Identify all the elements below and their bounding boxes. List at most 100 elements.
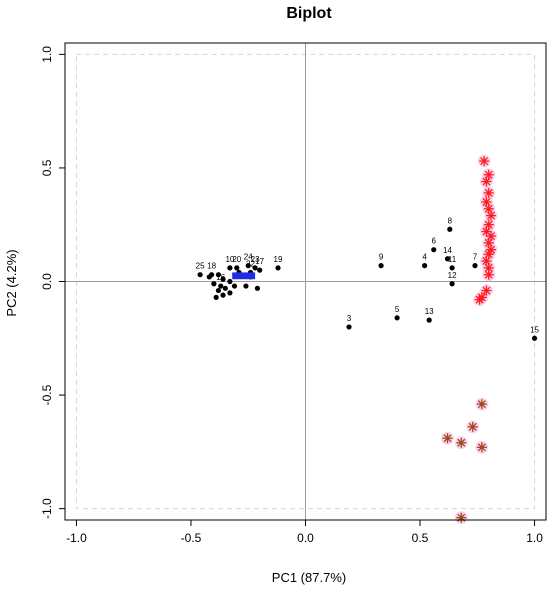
variable-star <box>479 156 490 167</box>
observation-point <box>245 263 251 269</box>
star-stroke <box>482 227 491 236</box>
x-tick-label: 0.0 <box>297 531 314 545</box>
star-stroke <box>477 443 486 452</box>
star-stroke <box>443 434 452 443</box>
y-tick-label: -1.0 <box>40 498 54 519</box>
star-stroke <box>487 211 496 220</box>
variable-star <box>481 197 492 207</box>
variable-star <box>456 437 467 448</box>
observation-label: 8 <box>448 216 453 225</box>
observation-label: 7 <box>473 253 478 262</box>
star-stroke <box>457 438 466 447</box>
observation-point <box>197 272 203 278</box>
observation-label: 11 <box>448 255 457 264</box>
variable-star <box>481 176 492 187</box>
observation-point <box>220 292 226 298</box>
grid-layer <box>65 43 546 520</box>
centroid-marker <box>232 272 256 280</box>
observation-label: 9 <box>379 253 384 262</box>
variable-star <box>481 285 492 296</box>
observation-point <box>275 265 281 271</box>
variable-star <box>483 187 494 198</box>
star-stroke <box>484 188 493 197</box>
observation-label: 6 <box>432 237 437 246</box>
observation-point <box>346 324 352 330</box>
observation-label: 24 <box>244 253 253 262</box>
observation-label: 22 <box>246 259 255 268</box>
y-tick-label: 1.0 <box>40 46 54 63</box>
star-stroke <box>468 422 477 431</box>
star-stroke <box>482 198 491 206</box>
observation-point <box>257 267 263 273</box>
observation-point <box>215 272 222 278</box>
observation-point <box>394 315 400 321</box>
y-tick-label: 0.5 <box>40 159 54 176</box>
observation-point <box>211 281 217 287</box>
chart-title: Biplot <box>286 5 332 22</box>
variable-star <box>483 169 494 180</box>
observation-point <box>426 317 432 323</box>
star-stroke <box>484 238 493 247</box>
observation-point <box>222 285 228 291</box>
y-tick-label: 0.0 <box>40 273 54 290</box>
observation-point <box>234 265 240 271</box>
x-axis-label: PC1 (87.7%) <box>272 570 346 585</box>
star-stroke <box>484 204 493 213</box>
observation-point <box>227 290 233 296</box>
observation-point <box>213 294 219 300</box>
variable-star <box>476 442 487 453</box>
observation-point <box>243 283 249 289</box>
variable-star <box>486 210 497 221</box>
observation-label: 25 <box>196 262 205 271</box>
observation-point <box>449 265 455 271</box>
observation-point <box>218 283 224 289</box>
observation-point <box>378 263 384 269</box>
variable-star <box>486 231 497 242</box>
observation-point <box>422 263 428 269</box>
observation-point <box>220 276 226 282</box>
observation-label: 10 <box>225 255 234 264</box>
star-stroke <box>484 270 493 279</box>
variable-star <box>483 219 494 230</box>
observation-label: 3 <box>347 314 352 323</box>
variable-star <box>483 269 494 280</box>
observation-label: 5 <box>395 305 400 314</box>
star-stroke <box>482 286 491 295</box>
observation-point <box>227 278 233 285</box>
observation-label: 15 <box>530 325 539 334</box>
y-tick-label: -0.5 <box>40 384 54 405</box>
variable-star <box>467 421 478 432</box>
x-tick-label: 0.5 <box>412 531 429 545</box>
variable-star <box>481 256 492 267</box>
observation-label: 13 <box>425 307 434 316</box>
observation-point <box>431 247 437 253</box>
observation-label: 18 <box>207 262 216 271</box>
observation-point <box>531 335 538 341</box>
variable-star <box>456 512 467 523</box>
observation-label: 23 <box>251 255 260 264</box>
observation-point <box>252 265 258 271</box>
star-stroke <box>482 177 491 186</box>
variable-star <box>483 203 494 214</box>
variable-star <box>476 399 487 410</box>
observation-point <box>231 283 238 289</box>
star-stroke <box>475 295 484 304</box>
observation-label: 16 <box>216 273 225 282</box>
variable-star <box>483 249 494 260</box>
observation-label: 20 <box>232 255 241 264</box>
observation-point <box>447 226 453 232</box>
variable-star <box>442 433 453 444</box>
observation-label: 12 <box>448 271 457 280</box>
observation-label: 14 <box>443 246 452 255</box>
x-tick-label: 1.0 <box>526 531 543 545</box>
observation-label: 4 <box>422 253 427 262</box>
axis-layer: -1.0 -0.5 0.0 0.5 1.0 -1.0 -0.5 0.0 0.5 1.0 <box>40 46 543 545</box>
star-stroke <box>484 263 493 272</box>
observation-point <box>472 263 478 269</box>
observation-label: 17 <box>255 257 264 266</box>
y-axis-label: PC2 (4.2%) <box>4 249 19 316</box>
variable-star <box>483 237 494 248</box>
star-stroke <box>480 157 489 166</box>
